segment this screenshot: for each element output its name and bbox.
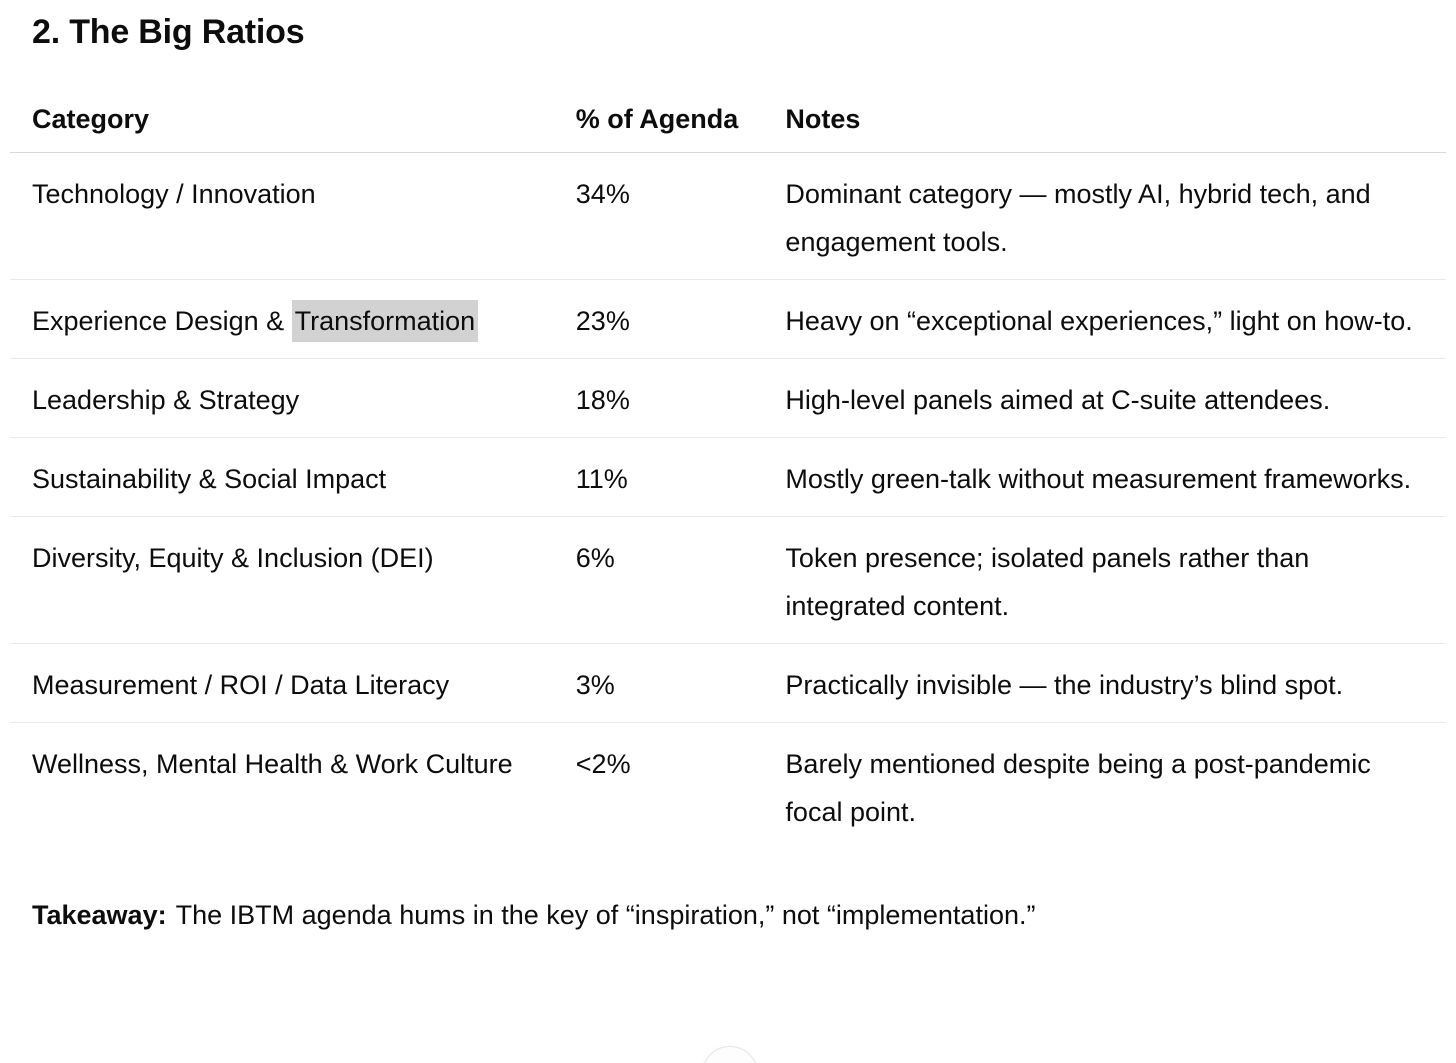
table-row: Measurement / ROI / Data Literacy 3% Pra… [10,643,1446,723]
category-text: Leadership & Strategy [32,385,300,415]
category-text: Wellness, Mental Health & Work Culture [32,749,513,779]
category-cell: Wellness, Mental Health & Work Culture [10,723,576,850]
table-row: Sustainability & Social Impact 11% Mostl… [10,437,1446,517]
ratios-table: Category % of Agenda Notes Technology / … [10,102,1446,849]
highlighted-text: Transformation [291,300,479,342]
category-text: Sustainability & Social Impact [32,464,387,494]
notes-cell: Barely mentioned despite being a post-pa… [785,749,1371,827]
category-cell: Technology / Innovation [10,152,576,280]
document-content: 2. The Big Ratios Category % of Agenda N… [0,12,1456,935]
table-row: Technology / Innovation 34% Dominant cat… [10,152,1446,280]
scroll-to-bottom-button[interactable]: ↓ [702,1046,758,1063]
column-header-percent: % of Agenda [575,102,786,153]
percent-cell: 18% [575,358,786,438]
category-cell: Sustainability & Social Impact [10,437,576,517]
category-cell: Diversity, Equity & Inclusion (DEI) [10,516,576,644]
notes-cell: Heavy on “exceptional experiences,” ligh… [785,279,1446,359]
table-header-row: Category % of Agenda Notes [10,102,1446,153]
table-row: Diversity, Equity & Inclusion (DEI) 6% T… [10,516,1446,644]
table-row: Leadership & Strategy 18% High-level pan… [10,358,1446,438]
percent-cell: 6% [575,516,786,644]
percent-cell: 11% [575,437,786,517]
category-text: Measurement / ROI / Data Literacy [32,670,450,700]
section-heading: 2. The Big Ratios [32,13,305,51]
takeaway-label: Takeaway: [32,900,167,930]
notes-cell: Token presence; isolated panels rather t… [785,516,1446,644]
table-row: Wellness, Mental Health & Work Culture <… [10,723,1446,850]
category-cell: Experience Design & Transformation [10,279,576,359]
notes-cell: Dominant category — mostly AI, hybrid te… [785,152,1446,280]
column-header-notes: Notes [785,102,1446,153]
notes-cell: High-level panels aimed at C-suite atten… [785,358,1446,438]
category-text: Experience Design & [32,306,292,336]
takeaway-text: The IBTM agenda hums in the key of “insp… [175,900,1036,930]
category-cell: Leadership & Strategy [10,358,576,438]
notes-cell: Mostly green-talk without measurement fr… [785,437,1446,517]
down-arrow-icon: ↓ [719,1061,741,1063]
percent-cell: 34% [575,152,786,280]
column-header-category: Category [10,102,576,153]
percent-cell: 3% [575,643,786,723]
percent-cell: <2% [575,749,631,779]
table-row: Experience Design & Transformation 23% H… [10,279,1446,359]
category-text: Diversity, Equity & Inclusion (DEI) [32,543,434,573]
notes-cell: Practically invisible — the industry’s b… [785,643,1446,723]
percent-cell: 23% [575,279,786,359]
category-text: Technology / Innovation [32,179,316,209]
takeaway-paragraph: Takeaway: The IBTM agenda hums in the key… [32,895,1424,935]
category-cell: Measurement / ROI / Data Literacy [10,643,576,723]
